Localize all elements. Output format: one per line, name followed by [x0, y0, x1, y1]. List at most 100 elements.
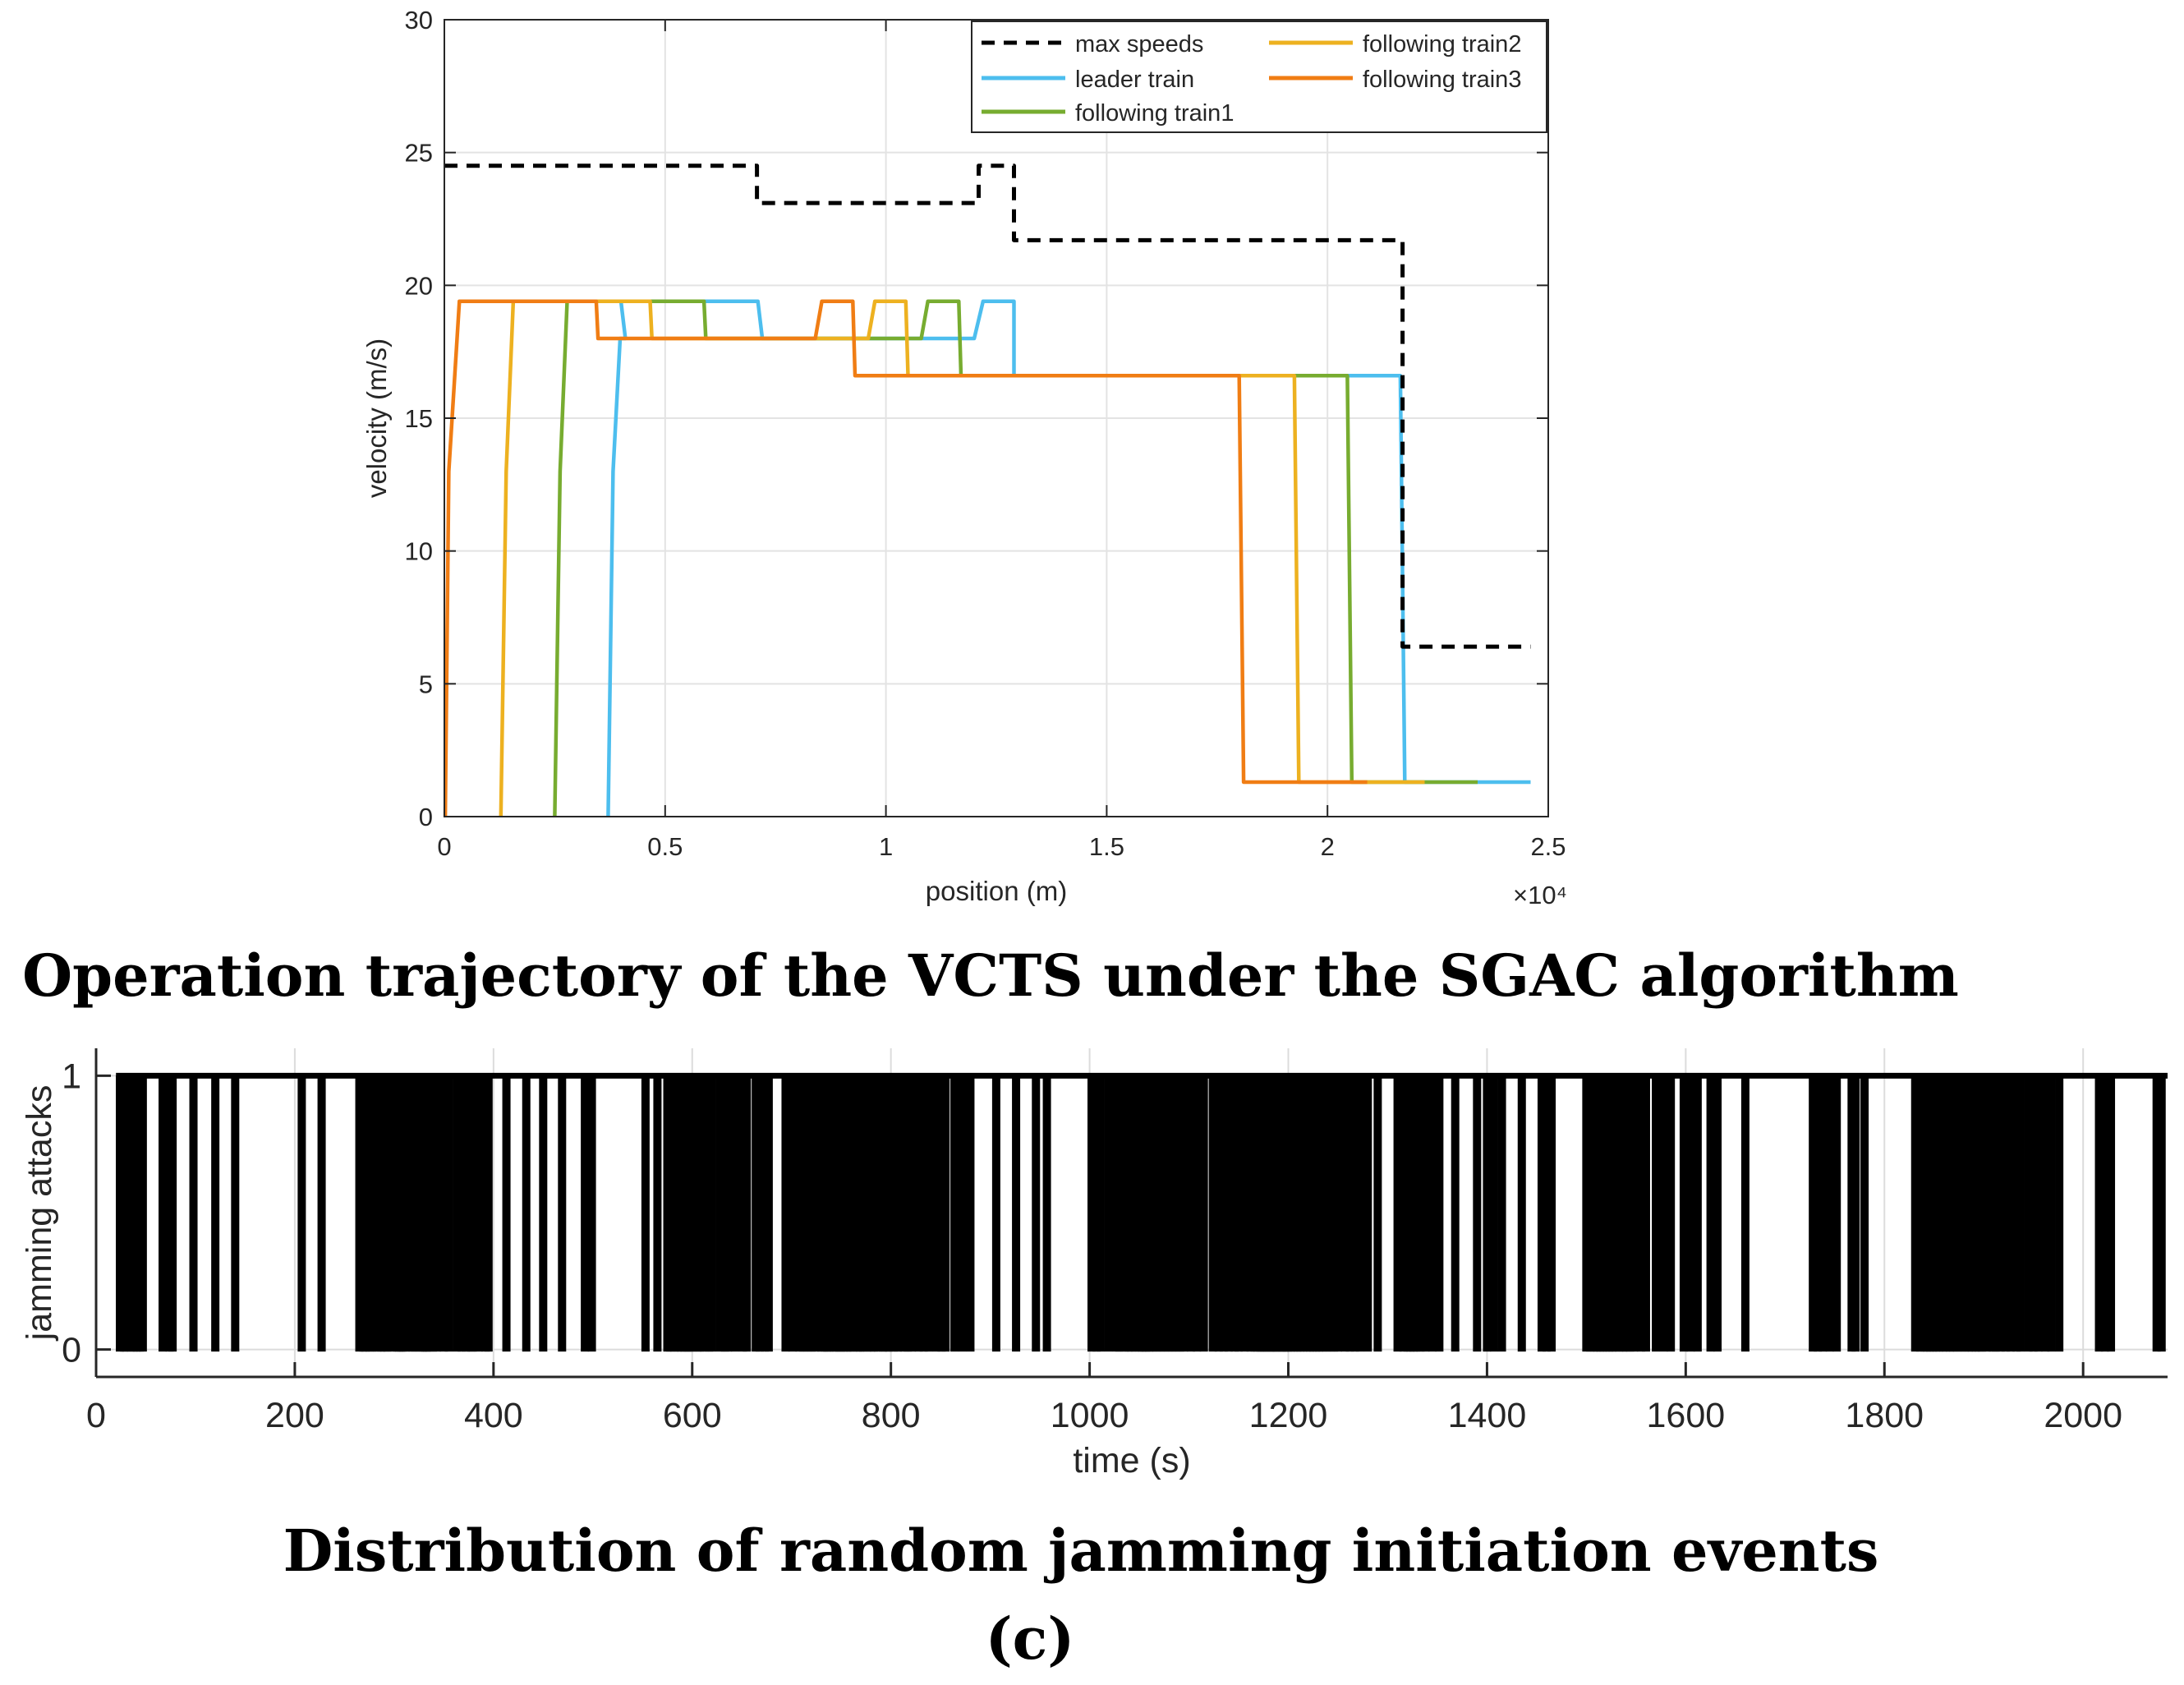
velocity-plot-xtick-label: 1.5 [1089, 832, 1124, 861]
jamming-event-pulse [2157, 1075, 2166, 1352]
jamming-event-pulse [474, 1075, 483, 1352]
bottom-figure-caption: Distribution of random jamming initiatio… [283, 1517, 1879, 1585]
jamming-event-pulse [539, 1075, 548, 1352]
jamming-event-pulse [1096, 1075, 1105, 1352]
jamming-event-pulse [2107, 1075, 2116, 1352]
velocity-plot-ytick-label: 15 [405, 404, 433, 433]
jamming-event-pulse [1186, 1075, 1195, 1352]
legend-label-following-train2: following train2 [1363, 31, 1521, 58]
jamming-event-pulse [2100, 1075, 2109, 1352]
jamming-event-pulse [764, 1075, 773, 1352]
velocity-plot-ytick-label: 25 [405, 139, 433, 168]
jamming-event-pulse [1193, 1075, 1202, 1352]
jamming-event-pulse [991, 1075, 1000, 1352]
jamming-event-pulse [2047, 1075, 2056, 1352]
jamming-event-pulse [788, 1075, 797, 1352]
jamming-event-pulse [2034, 1075, 2043, 1352]
legend-entry-leader-train: leader train [982, 67, 1194, 93]
jamming-plot-xtick-label: 1600 [1647, 1396, 1726, 1435]
jamming-plot-xtick-label: 600 [663, 1396, 722, 1435]
jamming-event-pulse [1686, 1075, 1695, 1352]
jamming-event-pulse [1179, 1075, 1189, 1352]
jamming-event-pulse [1667, 1075, 1676, 1352]
jamming-event-pulse [1982, 1075, 1991, 1352]
jamming-event-pulse [1032, 1075, 1041, 1352]
legend-label-leader-train: leader train [1075, 67, 1194, 93]
jamming-event-pulse [1473, 1075, 1482, 1352]
jamming-event-pulse [1199, 1075, 1208, 1352]
jamming-event-pulse [1224, 1075, 1233, 1352]
jamming-event-pulse [1363, 1075, 1372, 1352]
velocity-plot-xtick-label: 0.5 [647, 832, 683, 861]
legend-entry-following-train2: following train2 [1269, 31, 1521, 58]
velocity-plot-ticks: 0 0.5 1 1.5 2 2.5 0 5 10 15 20 25 30 [405, 6, 1566, 861]
jamming-event-pulse [2055, 1075, 2064, 1352]
jamming-event-pulse [908, 1075, 917, 1352]
jamming-event-pulse [1483, 1075, 1492, 1352]
jamming-event-pulse [641, 1075, 650, 1352]
jamming-event-pulse [1740, 1075, 1749, 1352]
jamming-event-pulse [958, 1075, 967, 1352]
velocity-plot-ytick-label: 0 [419, 803, 433, 831]
jamming-event-pulse [468, 1075, 477, 1352]
velocity-plot-series [443, 163, 1531, 817]
jamming-event-pulse [317, 1075, 326, 1352]
jamming-event-pulse [707, 1075, 716, 1352]
jamming-event-pulse [1547, 1075, 1556, 1352]
velocity-plot-ylabel: velocity (m/s) [361, 338, 392, 498]
velocity-plot: 0 0.5 1 1.5 2 2.5 0 5 10 15 20 25 30 position (m) ×1… [361, 6, 1567, 909]
jamming-plot-ylabel: jamming attacks [20, 1085, 59, 1342]
jamming-event-pulse [432, 1075, 441, 1352]
jamming-plot-xtick-label: 200 [265, 1396, 324, 1435]
legend-label-max-speeds: max speeds [1075, 31, 1203, 58]
series-line-following-train3 [443, 299, 1368, 817]
jamming-event-pulse [730, 1075, 739, 1352]
jamming-event-pulse [1832, 1075, 1841, 1352]
jamming-event-pulse [924, 1075, 933, 1352]
jamming-event-pulse [1860, 1075, 1869, 1352]
jamming-event-pulse [941, 1075, 950, 1352]
series-line-following-train2 [499, 299, 1425, 817]
legend-label-following-train1: following train1 [1075, 100, 1234, 127]
jamming-event-pulse [581, 1075, 590, 1352]
legend-entry-following-train1: following train1 [982, 100, 1234, 127]
velocity-plot-xtick-label: 2 [1321, 832, 1335, 861]
jamming-event-pulse [1706, 1075, 1715, 1352]
jamming-plot-series [116, 1072, 2168, 1352]
jamming-event-pulse [522, 1075, 531, 1352]
jamming-event-pulse [189, 1075, 198, 1352]
jamming-event-pulse [1652, 1075, 1661, 1352]
jamming-event-pulse [950, 1075, 959, 1352]
jamming-plot-xtick-label: 0 [86, 1396, 106, 1435]
jamming-plot-ticks: 0 200 400 600 800 1000 1200 1400 1600 1800 2000 0 1 [62, 1057, 2122, 1435]
jamming-event-pulse [1373, 1075, 1382, 1352]
jamming-plot-xtick-label: 400 [464, 1396, 523, 1435]
legend-box [971, 21, 1547, 133]
jamming-event-pulse [724, 1075, 733, 1352]
jamming-event-pulse [1355, 1075, 1364, 1352]
series-line-max-speeds [444, 163, 1531, 649]
jamming-plot-xtick-label: 1000 [1051, 1396, 1129, 1435]
jamming-event-pulse [1240, 1075, 1249, 1352]
jamming-event-pulse [1641, 1075, 1650, 1352]
velocity-plot-xlabel: position (m) [926, 876, 1067, 906]
legend-label-following-train3: following train3 [1363, 67, 1521, 93]
jamming-plot-xtick-label: 800 [862, 1396, 921, 1435]
jamming-event-pulse [231, 1075, 240, 1352]
jamming-event-pulse [1713, 1075, 1722, 1352]
velocity-plot-ytick-label: 20 [405, 271, 433, 300]
jamming-plot-ytick-label: 1 [62, 1057, 81, 1096]
jamming-event-pulse [966, 1075, 975, 1352]
jamming-event-pulse [297, 1075, 306, 1352]
velocity-plot-ytick-label: 10 [405, 537, 433, 566]
jamming-event-pulse [1693, 1075, 1702, 1352]
jamming-event-pulse [1630, 1075, 1639, 1352]
jamming-plot-xlabel: time (s) [1073, 1441, 1190, 1480]
jamming-event-pulse [1489, 1075, 1498, 1352]
jamming-event-pulse [1679, 1075, 1688, 1352]
jamming-event-pulse [558, 1075, 567, 1352]
jamming-event-pulse [1497, 1075, 1506, 1352]
jamming-event-pulse [894, 1075, 903, 1352]
jamming-plot-xtick-label: 2000 [2044, 1396, 2122, 1435]
